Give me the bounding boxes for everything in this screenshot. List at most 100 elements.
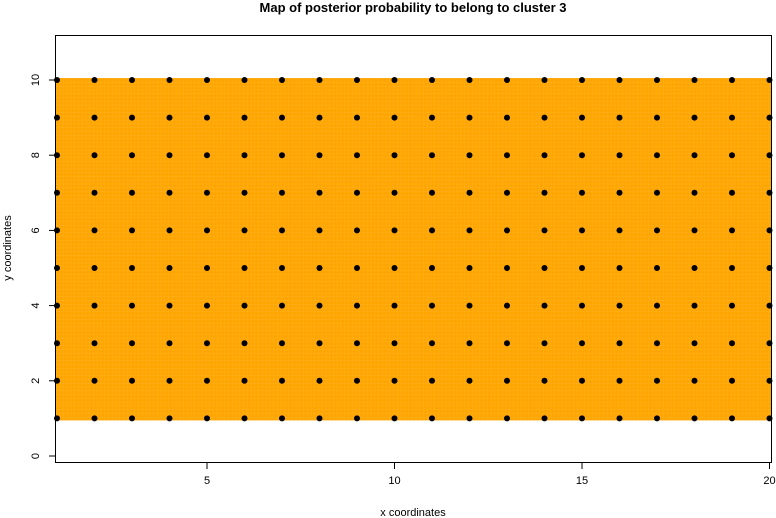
y-tick-label: 8 bbox=[30, 152, 42, 158]
data-point bbox=[279, 340, 285, 347]
x-tick-label: 10 bbox=[388, 475, 400, 487]
data-point bbox=[654, 265, 660, 271]
data-point bbox=[279, 189, 285, 196]
data-point bbox=[391, 340, 398, 347]
data-point bbox=[391, 265, 398, 271]
data-point bbox=[466, 227, 473, 234]
data-point bbox=[279, 415, 285, 422]
data-point bbox=[129, 415, 135, 422]
data-point bbox=[579, 114, 585, 121]
data-point bbox=[204, 114, 210, 121]
data-point bbox=[429, 340, 435, 347]
data-point bbox=[354, 377, 360, 384]
data-point bbox=[91, 340, 98, 347]
data-point bbox=[166, 227, 173, 234]
data-point bbox=[616, 265, 623, 271]
data-point bbox=[166, 114, 173, 121]
data-point bbox=[91, 265, 98, 271]
data-point bbox=[204, 340, 210, 347]
y-axis: 0 2 4 6 8 10 bbox=[30, 74, 56, 459]
x-tick-label: 15 bbox=[576, 475, 588, 487]
data-point bbox=[129, 114, 135, 121]
data-point bbox=[241, 189, 248, 196]
data-point bbox=[466, 265, 473, 271]
data-point bbox=[616, 189, 623, 196]
data-point bbox=[391, 377, 398, 384]
data-point bbox=[91, 114, 98, 121]
data-point bbox=[654, 189, 660, 196]
data-point bbox=[354, 227, 360, 234]
data-point bbox=[579, 227, 585, 234]
data-point bbox=[616, 152, 623, 159]
data-point bbox=[691, 302, 698, 309]
data-point bbox=[316, 114, 323, 121]
data-point bbox=[579, 302, 585, 309]
data-point bbox=[91, 189, 98, 196]
y-tick-label: 4 bbox=[30, 303, 42, 309]
y-tick-label: 2 bbox=[30, 378, 42, 384]
data-point bbox=[316, 302, 323, 309]
data-point bbox=[729, 265, 735, 271]
data-point bbox=[279, 77, 285, 83]
points-layer bbox=[54, 77, 773, 422]
x-tick-label: 5 bbox=[204, 475, 210, 487]
data-point bbox=[279, 302, 285, 309]
data-point bbox=[279, 152, 285, 159]
data-point bbox=[429, 377, 435, 384]
data-point bbox=[316, 189, 323, 196]
data-point bbox=[504, 77, 510, 83]
data-point bbox=[166, 189, 173, 196]
data-point bbox=[466, 189, 473, 196]
data-point bbox=[504, 302, 510, 309]
data-point bbox=[579, 77, 585, 83]
data-point bbox=[54, 265, 60, 271]
data-point bbox=[429, 227, 435, 234]
data-point bbox=[429, 189, 435, 196]
data-point bbox=[241, 377, 248, 384]
data-point bbox=[616, 377, 623, 384]
data-point bbox=[279, 265, 285, 271]
data-point bbox=[316, 265, 323, 271]
data-point bbox=[729, 114, 735, 121]
data-point bbox=[166, 77, 173, 83]
data-point bbox=[316, 152, 323, 159]
data-point bbox=[391, 415, 398, 422]
data-point bbox=[691, 77, 698, 83]
data-point bbox=[541, 227, 548, 234]
data-point bbox=[504, 340, 510, 347]
data-point bbox=[54, 189, 60, 196]
data-point bbox=[541, 302, 548, 309]
data-point bbox=[691, 152, 698, 159]
data-point bbox=[541, 189, 548, 196]
data-point bbox=[129, 152, 135, 159]
data-point bbox=[166, 415, 173, 422]
data-point bbox=[354, 114, 360, 121]
data-point bbox=[129, 302, 135, 309]
data-point bbox=[316, 77, 323, 83]
data-point bbox=[429, 302, 435, 309]
data-point bbox=[654, 340, 660, 347]
data-point bbox=[541, 77, 548, 83]
data-point bbox=[166, 340, 173, 347]
data-point bbox=[654, 114, 660, 121]
data-point bbox=[166, 302, 173, 309]
data-point bbox=[166, 377, 173, 384]
data-point bbox=[729, 152, 735, 159]
data-point bbox=[166, 265, 173, 271]
x-axis: 5 10 15 20 bbox=[204, 462, 776, 487]
data-point bbox=[241, 114, 248, 121]
chart-title: Map of posterior probability to belong t… bbox=[260, 0, 567, 15]
data-point bbox=[429, 152, 435, 159]
data-point bbox=[691, 227, 698, 234]
data-point bbox=[504, 227, 510, 234]
data-point bbox=[541, 265, 548, 271]
data-point bbox=[391, 227, 398, 234]
y-axis-label: y coordinates bbox=[2, 215, 14, 281]
data-point bbox=[316, 227, 323, 234]
data-point bbox=[54, 114, 60, 121]
data-point bbox=[391, 302, 398, 309]
data-point bbox=[241, 227, 248, 234]
y-tick-label: 0 bbox=[30, 453, 42, 459]
data-point bbox=[391, 77, 398, 83]
